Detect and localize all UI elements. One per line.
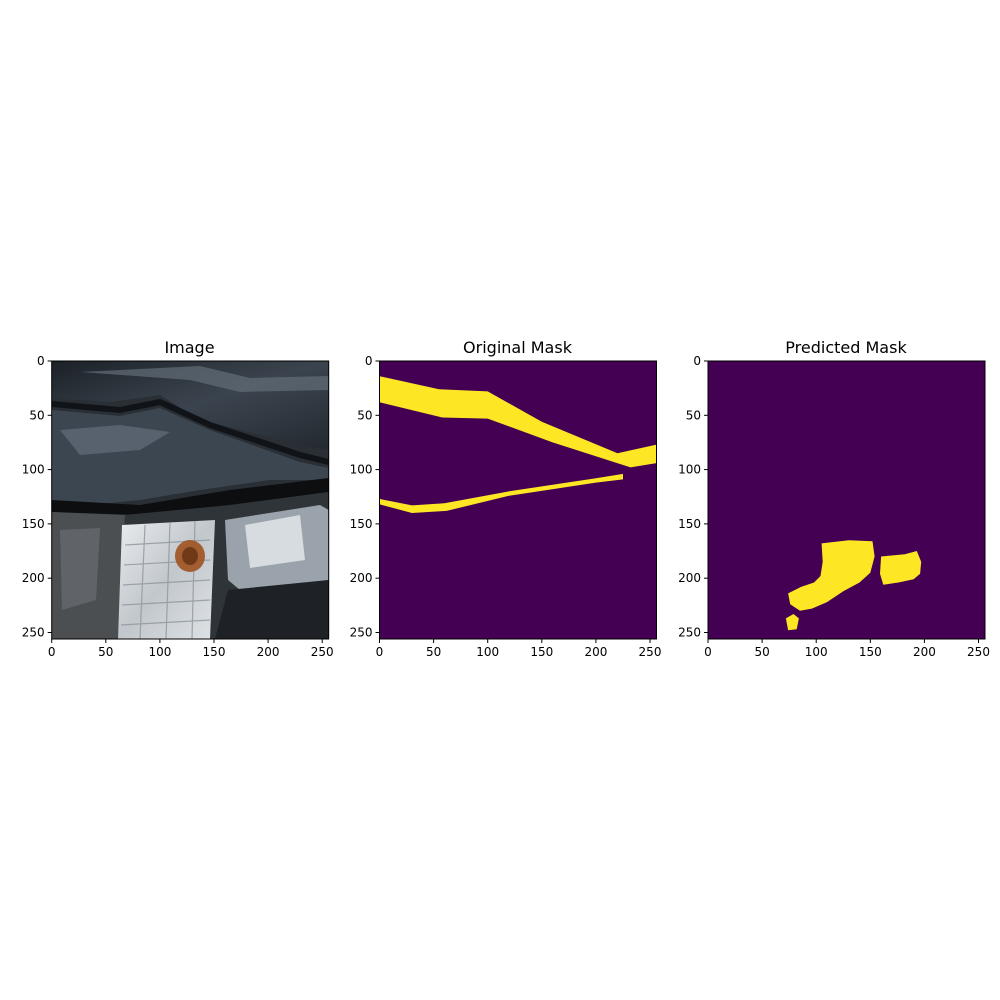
y-tick-label: 100 <box>350 463 373 477</box>
y-tick-label: 0 <box>693 354 701 368</box>
y-tick-label: 150 <box>22 517 45 531</box>
axes-frame-original-mask <box>379 360 657 640</box>
y-tick-label: 150 <box>350 517 373 531</box>
y-tick-label: 200 <box>22 571 45 585</box>
car-photo <box>51 361 329 639</box>
y-tick-label: 100 <box>678 463 701 477</box>
y-tick-label: 150 <box>678 517 701 531</box>
x-tick-label: 200 <box>913 645 936 659</box>
panel-title-image: Image <box>164 338 214 357</box>
mask-regions <box>785 540 922 631</box>
panel-original-mask: Original Mask 0 50 100 150 200 25005010015020… <box>350 338 662 659</box>
y-tick-label: 0 <box>365 354 373 368</box>
x-tick-label: 150 <box>530 645 553 659</box>
mask-background <box>708 361 985 639</box>
y-tick-label: 100 <box>22 463 45 477</box>
x-tick-label: 100 <box>148 645 171 659</box>
panel-image: Image <box>22 338 334 659</box>
x-tick-label: 100 <box>476 645 499 659</box>
mask-region-1 <box>788 540 875 611</box>
y-tick-label: 50 <box>686 408 701 422</box>
x-tick-label: 50 <box>426 645 441 659</box>
axes-frame-predicted-mask <box>707 360 986 640</box>
x-tick-label: 200 <box>257 645 280 659</box>
y-tick-label: 200 <box>678 571 701 585</box>
y-tick-label: 250 <box>678 625 701 639</box>
panel-predicted-mask: Predicted Mask 0 50 100 150 200 2500501001502… <box>678 338 990 659</box>
x-tick-label: 250 <box>639 645 662 659</box>
x-tick-label: 150 <box>859 645 882 659</box>
x-tick-label: 200 <box>584 645 607 659</box>
axes-frame-image <box>51 360 330 640</box>
y-tick-label: 250 <box>350 625 373 639</box>
mask-region-2 <box>880 551 922 585</box>
mask-region-1 <box>379 376 657 468</box>
panel-title-predicted-mask: Predicted Mask <box>785 338 907 357</box>
mask-regions <box>379 376 657 513</box>
x-tick-label: 50 <box>754 645 769 659</box>
y-tick-label: 250 <box>22 625 45 639</box>
x-tick-label: 150 <box>203 645 226 659</box>
y-tick-label: 50 <box>357 408 372 422</box>
x-tick-label: 100 <box>805 645 828 659</box>
mask-region-3 <box>785 614 799 631</box>
y-tick-label: 200 <box>350 571 373 585</box>
panel-title-original-mask: Original Mask <box>463 338 573 357</box>
y-tick-label: 50 <box>29 408 44 422</box>
x-tick-label: 0 <box>376 645 384 659</box>
y-tick-label: 0 <box>37 354 45 368</box>
x-tick-label: 0 <box>704 645 712 659</box>
x-tick-label: 250 <box>967 645 990 659</box>
x-tick-label: 50 <box>98 645 113 659</box>
x-tick-label: 0 <box>48 645 56 659</box>
x-tick-label: 250 <box>311 645 334 659</box>
mask-region-2 <box>379 473 623 513</box>
